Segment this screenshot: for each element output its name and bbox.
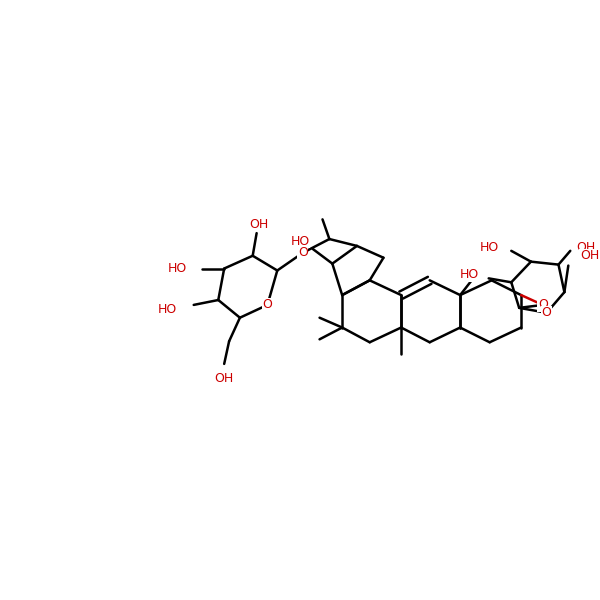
Text: O: O [298,247,308,259]
Text: O: O [542,306,551,319]
Text: HO: HO [158,304,177,316]
Text: OH: OH [215,372,234,385]
Text: HO: HO [460,268,479,281]
Text: HO: HO [167,262,187,275]
Text: OH: OH [580,249,599,262]
Text: OH: OH [249,218,268,231]
Text: OH: OH [576,241,595,254]
Text: HO: HO [480,241,499,254]
Text: O: O [538,298,548,311]
Text: HO: HO [290,235,310,248]
Text: O: O [263,298,272,311]
